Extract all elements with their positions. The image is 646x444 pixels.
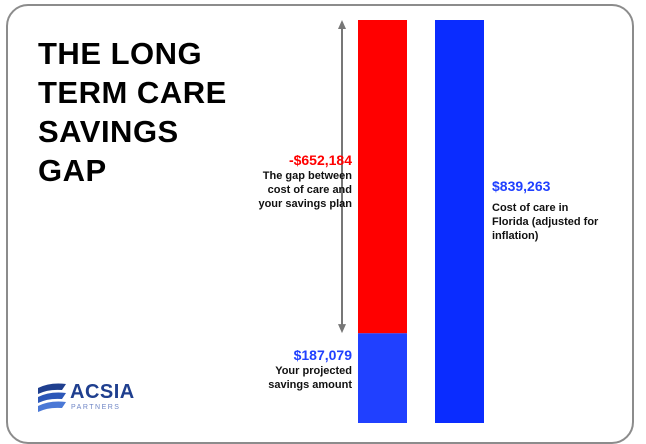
headline-line: TERM CARE [38, 75, 227, 110]
cost-desc-line: inflation) [492, 230, 539, 242]
headline-line: THE LONG [38, 36, 203, 71]
slide: THE LONG TERM CARE SAVINGS GAP -$652,184… [6, 4, 642, 444]
savings-annotation: $187,079 Your projected savings amount [226, 347, 352, 392]
bar-segment-projected-savings-vs-gap-1 [358, 20, 407, 334]
logo-wordmark: ACSIA [70, 381, 135, 403]
gap-desc-line: your savings plan [258, 198, 352, 210]
cost-annotation: $839,263 Cost of care in Florida (adjust… [492, 178, 642, 243]
savings-desc-line: savings amount [268, 379, 352, 391]
arrow-up-icon [338, 20, 346, 29]
savings-value-label: $187,079 [293, 347, 352, 363]
headline: THE LONG TERM CARE SAVINGS GAP [38, 34, 278, 190]
savings-desc-line: Your projected [275, 365, 352, 377]
cost-desc-line: Cost of care in [492, 202, 569, 214]
bar-segment-projected-savings-vs-gap-0 [358, 333, 407, 423]
acsia-logo-icon [38, 383, 66, 412]
gap-desc-line: cost of care and [267, 184, 352, 196]
slide-frame [6, 4, 634, 444]
bar-segment-cost-of-care-0 [435, 20, 484, 423]
stacked-bar-chart [338, 20, 484, 423]
cost-desc-line: Florida (adjusted for [492, 216, 599, 228]
logo-tagline: PARTNERS [71, 404, 121, 411]
arrow-down-icon [338, 324, 346, 334]
gap-value-label: -$652,184 [288, 152, 352, 168]
gap-desc-line: The gap between [262, 170, 352, 182]
cost-value-label: $839,263 [492, 178, 551, 194]
gap-annotation: -$652,184 The gap between cost of care a… [226, 152, 352, 211]
headline-line: GAP [38, 153, 107, 188]
headline-line: SAVINGS [38, 114, 179, 149]
